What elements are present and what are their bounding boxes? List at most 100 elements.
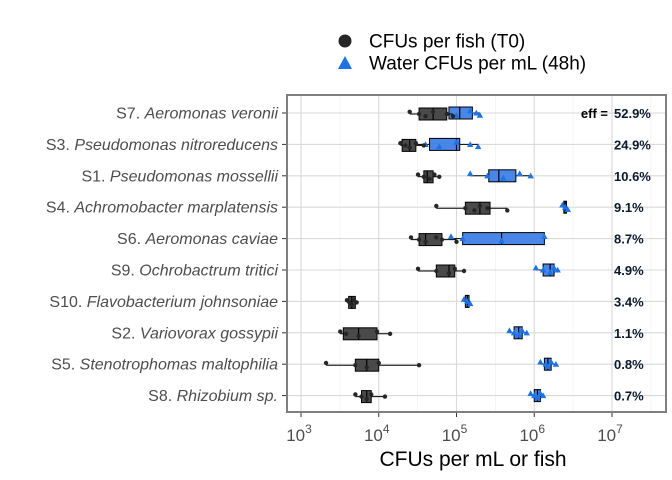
data-point: [505, 208, 510, 213]
data-point: [354, 300, 359, 305]
x-tick-label: 104: [364, 422, 390, 445]
data-point: [532, 264, 540, 271]
panel-border: [286, 94, 667, 413]
data-point: [434, 268, 439, 274]
box: [418, 233, 443, 247]
data-point: [459, 235, 466, 242]
data-point: [473, 109, 480, 116]
data-point: [353, 363, 358, 368]
category-code: S2.: [111, 325, 139, 342]
data-point: [531, 392, 538, 399]
data-point: [498, 237, 505, 244]
legend-label: CFUs per fish (T0): [369, 32, 525, 53]
efficiency-value: 4.9%: [614, 263, 644, 278]
category-code: S10.: [49, 294, 86, 311]
fish-box: [415, 264, 467, 278]
category-labels: S7. Aeromonas veronii S3. Pseudomonas nit…: [46, 106, 287, 405]
box: [342, 327, 378, 341]
data-point: [432, 172, 437, 177]
data-point: [376, 360, 381, 366]
fish-box: [338, 327, 393, 341]
legend-circle-icon: [338, 34, 352, 48]
data-point: [408, 235, 414, 240]
category-species: Variovorax gossypii: [140, 325, 279, 342]
category-label: S5. Stenotrophomas maltophilia: [51, 357, 278, 374]
category-label: S4. Achromobacter marplatensis: [46, 200, 278, 217]
data-point: [476, 112, 484, 118]
fish-box: [434, 201, 510, 215]
data-point: [453, 139, 460, 145]
data-point: [539, 266, 547, 273]
data-point: [407, 145, 412, 150]
category-label: S7. Aeromonas veronii: [116, 106, 278, 123]
data-point: [552, 361, 560, 367]
category-species: Flavobacterium johnsoniae: [87, 294, 278, 311]
water-box: [460, 294, 474, 308]
data-point: [547, 358, 555, 365]
tick-base: 10: [519, 426, 538, 445]
category-code: S5.: [51, 357, 79, 374]
fish-box: [353, 390, 388, 404]
x-axis: 103 104 105 106 107: [286, 412, 623, 445]
category-species: Aeromonas veronii: [144, 106, 279, 123]
data-point: [323, 360, 329, 366]
data-point: [515, 331, 522, 338]
tick-base: 10: [364, 426, 383, 445]
category-species: Pseudomonas nitroreducens: [74, 137, 278, 154]
data-point: [437, 174, 442, 179]
tick-exponent: 3: [305, 422, 312, 436]
efficiency-value: 8.7%: [614, 232, 644, 247]
data-point: [472, 208, 477, 213]
category-code: S8.: [148, 388, 176, 405]
tick-exponent: 4: [383, 422, 390, 436]
x-tick-label: 105: [442, 422, 468, 445]
legend-item: CFUs per fish (T0): [338, 32, 525, 53]
data-point: [559, 201, 566, 208]
category-label: S8. Rhizobium sp.: [148, 388, 278, 405]
data-point: [398, 141, 403, 146]
tick-exponent: 7: [616, 422, 623, 436]
data-point: [460, 296, 468, 302]
data-point: [353, 392, 358, 397]
category-species: Ochrobactrum tritici: [139, 263, 278, 280]
efficiency-value: 3.4%: [614, 294, 644, 309]
data-point: [415, 266, 421, 271]
data-point: [466, 300, 474, 307]
data-point: [474, 143, 482, 150]
data-point: [359, 394, 364, 399]
data-point: [338, 329, 343, 334]
data-point: [444, 111, 449, 117]
category-label: S9. Ochrobactrum tritici: [111, 263, 279, 280]
data-point: [382, 394, 388, 399]
data-point: [434, 203, 439, 209]
x-tick-label: 107: [597, 422, 623, 445]
data-point: [427, 176, 432, 182]
data-point: [454, 239, 459, 244]
data-point: [500, 174, 507, 181]
tick-exponent: 5: [461, 422, 468, 436]
efficiency-labels: 52.9% 24.9% 10.6% 9.1% 8.7% 4.9% 3.4% 1.1% 0.8% 0…: [581, 106, 651, 404]
data-point: [374, 329, 380, 334]
data-point: [477, 203, 483, 209]
data-point: [510, 329, 518, 336]
category-species: Achromobacter marplatensis: [73, 200, 278, 217]
category-code: S7.: [116, 106, 144, 123]
data-point: [534, 394, 541, 401]
category-species: Pseudomonas mossellii: [110, 168, 279, 185]
category-code: S1.: [81, 168, 109, 185]
data-point: [421, 174, 427, 179]
water-box: [532, 263, 561, 277]
data-point: [436, 143, 443, 150]
fish-box: [398, 138, 427, 152]
efficiency-value: 1.1%: [614, 326, 644, 341]
data-point: [446, 271, 452, 276]
data-point: [403, 143, 408, 148]
data-point: [550, 264, 558, 271]
fish-box: [408, 233, 459, 247]
efficiency-value: 0.8%: [614, 357, 644, 372]
data-point: [421, 143, 427, 148]
data-point: [484, 172, 491, 179]
legend-triangle-icon: [338, 56, 352, 69]
data-point: [423, 114, 428, 119]
data-point: [434, 235, 439, 240]
